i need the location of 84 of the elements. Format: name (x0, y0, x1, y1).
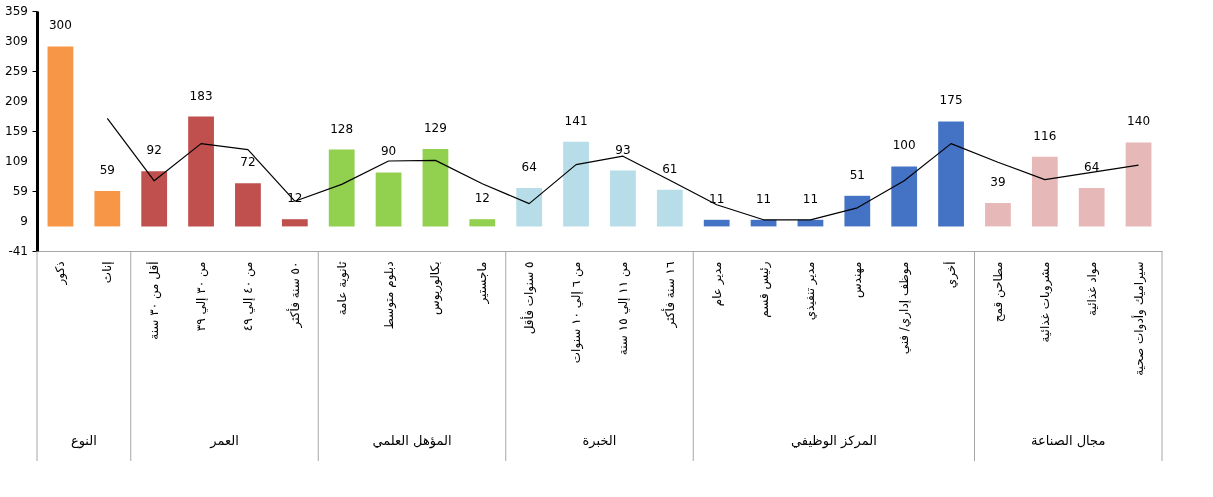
x-tick-label: من ٣٠ إلي ٣٩ (194, 261, 210, 332)
bar (703, 219, 730, 227)
x-tick-label: أقل من ٣٠ سنة (146, 261, 163, 340)
bar (328, 149, 355, 227)
bar (844, 195, 871, 227)
x-tick-label: مواد غذائية (1084, 261, 1100, 316)
data-label: 11 (802, 191, 819, 206)
x-tick-label: مطاحن قمح (990, 261, 1006, 323)
text: النوع (70, 433, 97, 449)
bar (188, 116, 214, 227)
x-tick-label: سيراميك وأدوات صحية (1130, 261, 1147, 376)
bar (235, 183, 261, 227)
data-label: 51 (849, 167, 865, 182)
x-tick-label: مدير عام (709, 261, 725, 307)
data-label: 175 (939, 93, 963, 108)
text: المؤهل العلمي (372, 433, 452, 449)
x-tick-label: ثانوية عامة (334, 261, 350, 316)
x-tick-label: دبلوم متوسط (381, 261, 397, 330)
bar (516, 188, 543, 227)
data-label: 39 (990, 175, 1006, 189)
bar (375, 172, 402, 227)
data-label: 12 (474, 191, 490, 206)
bar (938, 121, 964, 227)
bar (47, 46, 74, 227)
bar (1125, 142, 1152, 227)
data-label: 59 (99, 163, 115, 177)
bar (281, 219, 308, 227)
data-label: 93 (615, 142, 631, 157)
data-label: 100 (892, 138, 916, 153)
data-label: 141 (564, 113, 588, 128)
text: المركز الوظيفي (791, 433, 877, 449)
x-tick-label: من ١١ إلي ١٥ سنة (615, 261, 631, 356)
data-label: 72 (240, 155, 256, 170)
bar (94, 191, 121, 227)
data-label: 300 (48, 18, 72, 33)
y-tick-label: 209 (5, 94, 28, 108)
data-label: 64 (1084, 160, 1100, 174)
data-label: 140 (1127, 114, 1151, 129)
x-tick-label: ذكور (53, 261, 69, 286)
y-tick-label: 59 (12, 184, 28, 198)
data-label: 11 (755, 191, 772, 206)
x-tick-label: مدير تنفيذي (803, 261, 819, 321)
bar (985, 203, 1011, 227)
bar (1078, 188, 1105, 227)
x-tick-label: من ٤٠ إلي ٤٩ (240, 261, 256, 332)
y-tick-label: 109 (5, 154, 28, 168)
bar (563, 141, 589, 227)
x-tick-label: من ٦ إلي ١٠ سنوات (569, 261, 585, 364)
bar (422, 149, 449, 227)
data-label: 64 (521, 160, 537, 174)
x-tick-label: أخري (943, 261, 960, 289)
text: مجال الصناعة (1031, 433, 1106, 448)
y-tick-label: 309 (5, 34, 28, 48)
x-tick-label: ١٦ سنة فأكثر (660, 261, 678, 329)
text: العمر (209, 433, 239, 449)
x-tick-label: مهندس (850, 261, 866, 299)
y-tick-label: 259 (5, 64, 28, 78)
text: الخبرة (582, 433, 617, 449)
data-label: 92 (146, 143, 162, 158)
x-tick-label: إناث (100, 261, 115, 284)
x-tick-label: ماجستير (475, 261, 491, 305)
bar (1031, 156, 1058, 227)
y-tick-label: 359 (5, 4, 28, 18)
data-label: 61 (662, 161, 678, 176)
data-label: 128 (330, 121, 354, 136)
y-tick-label: 159 (5, 124, 28, 138)
bar (610, 170, 636, 227)
bar (656, 189, 683, 227)
data-label: 183 (189, 88, 213, 103)
x-tick-label: رئيس قسم (756, 261, 772, 318)
x-tick-label: ٥٠ سنة فأكثر (285, 261, 303, 329)
data-label: 129 (423, 121, 447, 135)
y-tick-label: 9 (20, 214, 28, 228)
data-label: 11 (709, 191, 725, 206)
bar (469, 219, 496, 227)
data-label: 116 (1033, 128, 1057, 143)
y-tick-label: -41 (8, 244, 28, 258)
x-tick-label: مشروبات غذائية (1037, 261, 1053, 343)
data-label: 90 (380, 144, 397, 159)
x-tick-label: ٥ سنوات فأقل (520, 261, 538, 335)
bar (891, 166, 918, 227)
x-tick-label: موظف إداري/ فني (897, 261, 913, 355)
bar (141, 171, 168, 227)
x-tick-label: بكالوريوس (428, 261, 444, 315)
